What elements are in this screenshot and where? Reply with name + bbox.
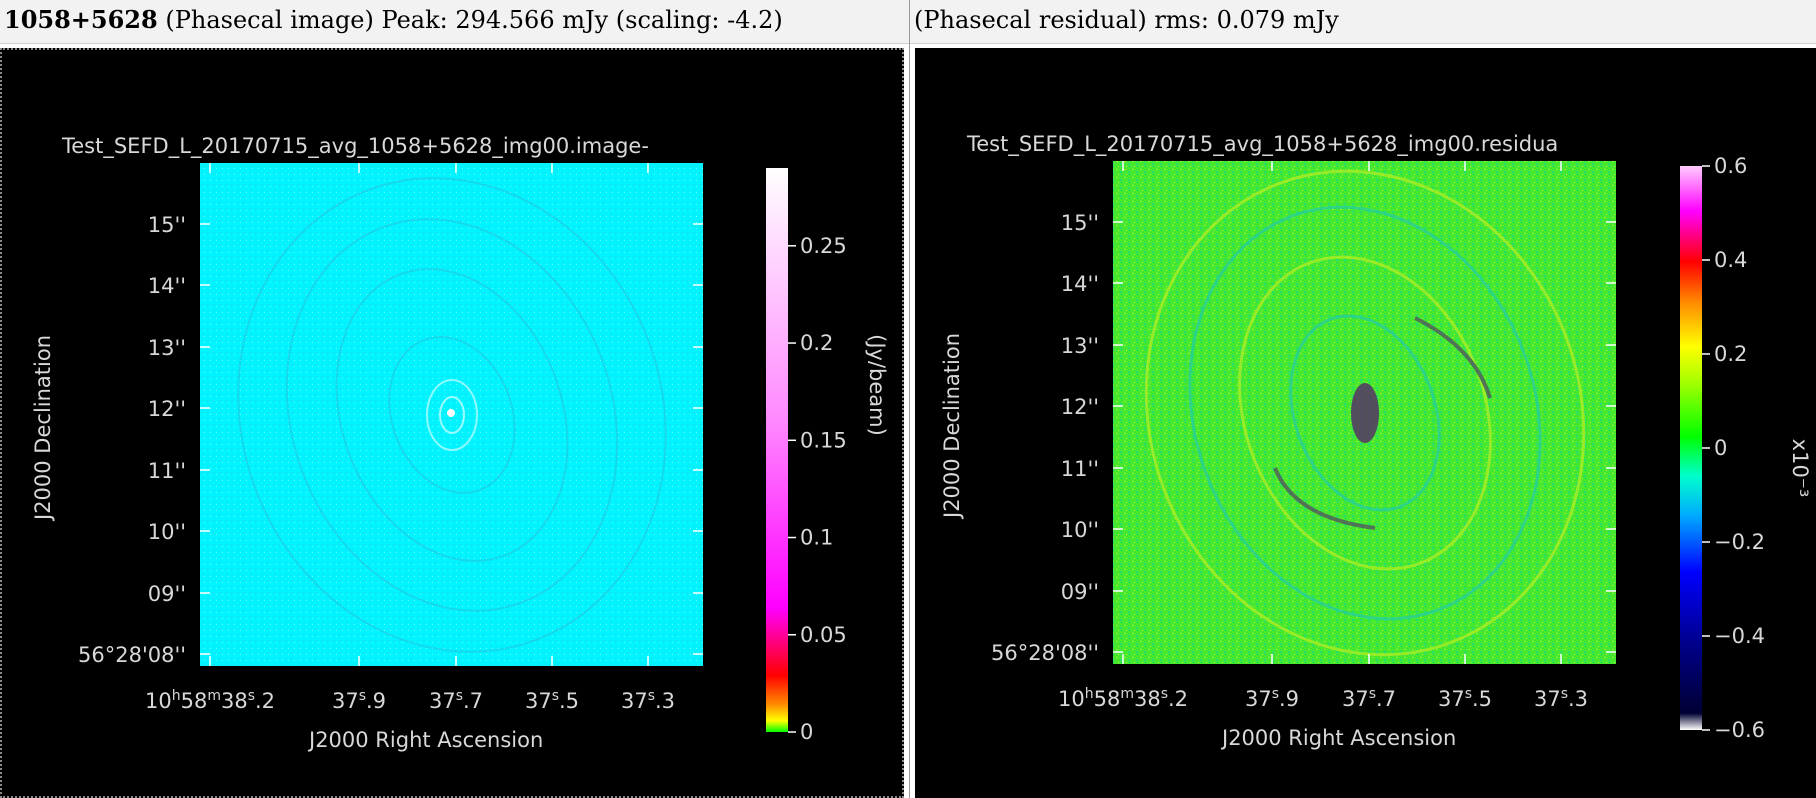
dec-tick-label: 15'' [148, 213, 186, 237]
colorbar-tick-label: 0.05 [800, 623, 847, 647]
phasecal-residual-plot: Test_SEFD_L_20170715_avg_1058+5628_img00… [940, 132, 1812, 750]
ra-tick-label: 10h58m38s.2 [1058, 686, 1188, 711]
ra-tick-label: 37s.5 [1438, 686, 1492, 711]
dec-tick-label: 15'' [1061, 211, 1099, 235]
ra-axis: 10h58m38s.2 37s.9 37s.7 37s.5 37s.3 [1058, 161, 1588, 711]
dec-tick-label: 56°28'08'' [991, 641, 1099, 665]
right-header-text: (Phasecal residual) rms: 0.079 mJy [914, 6, 1339, 34]
dec-tick-label: 13'' [1061, 334, 1099, 358]
residual-xlabel: J2000 Right Ascension [1220, 726, 1456, 750]
image-colorbar-label: (Jy/beam) [865, 334, 889, 436]
source-peak [447, 409, 455, 417]
residual-ylabel: J2000 Declination [940, 333, 964, 520]
ra-axis: 10h58m38s.2 37s.9 37s.7 37s.5 37s.3 [145, 163, 675, 713]
image-title: Test_SEFD_L_20170715_avg_1058+5628_img00… [61, 134, 649, 159]
dec-tick-label: 13'' [148, 336, 186, 360]
image-xlabel: J2000 Right Ascension [307, 728, 543, 752]
dec-tick-label: 12'' [1061, 395, 1099, 419]
ra-tick-label: 37s.7 [1342, 686, 1396, 711]
phasecal-residual-panel: Test_SEFD_L_20170715_avg_1058+5628_img00… [915, 48, 1816, 798]
image-colorbar [766, 168, 788, 732]
dec-tick-label: 09'' [148, 582, 186, 606]
dec-axis: 15'' 14'' 13'' 12'' 11'' 10'' 09'' 56°28'08'' [991, 211, 1616, 665]
colorbar-tick-label: 0.15 [800, 428, 847, 452]
colorbar-tick-label: 0.4 [1714, 248, 1747, 272]
residual-center [1351, 383, 1379, 443]
image-fringes [237, 177, 667, 653]
ra-tick-label: 37s.7 [429, 688, 483, 713]
dec-tick-label: 11'' [1061, 457, 1099, 481]
right-panel-header: (Phasecal residual) rms: 0.079 mJy [910, 0, 1816, 44]
phasecal-image-plot: Test_SEFD_L_20170715_avg_1058+5628_img00… [31, 134, 889, 752]
dec-tick-label: 12'' [148, 397, 186, 421]
colorbar-tick-label: 0.1 [800, 526, 833, 550]
residual-colorbar-ticks: 0.6 0.4 0.2 0 −0.2 −0.4 −0.6 [1702, 154, 1765, 742]
dec-axis: 15'' 14'' 13'' 12'' 11'' 10'' 09'' 56°28'08'' [78, 213, 703, 667]
dec-tick-label: 09'' [1061, 580, 1099, 604]
colorbar-tick-label: 0.2 [1714, 342, 1747, 366]
source-name: 1058+5628 [4, 5, 158, 34]
colorbar-tick-label: 0.2 [800, 331, 833, 355]
ra-tick-label: 37s.3 [1534, 686, 1588, 711]
colorbar-tick-label: −0.2 [1714, 530, 1765, 554]
colorbar-tick-label: 0.6 [1714, 154, 1747, 178]
ra-tick-label: 37s.9 [332, 688, 386, 713]
left-panel-header: 1058+5628 (Phasecal image) Peak: 294.566… [0, 0, 909, 44]
colorbar-tick-label: −0.6 [1714, 718, 1765, 742]
colorbar-tick-label: 0.25 [800, 234, 847, 258]
ra-tick-label: 37s.9 [1245, 686, 1299, 711]
dec-tick-label: 10'' [148, 520, 186, 544]
residual-title: Test_SEFD_L_20170715_avg_1058+5628_img00… [966, 132, 1558, 157]
residual-colorbar-label: x10⁻³ [1788, 439, 1812, 498]
colorbar-tick-label: 0 [1714, 436, 1727, 460]
colorbar-tick-label: 0 [800, 720, 813, 744]
ra-tick-label: 10h58m38s.2 [145, 688, 275, 713]
dec-tick-label: 10'' [1061, 518, 1099, 542]
ra-tick-label: 37s.3 [621, 688, 675, 713]
dec-tick-label: 56°28'08'' [78, 643, 186, 667]
residual-colorbar [1680, 166, 1702, 730]
colorbar-tick-label: −0.4 [1714, 624, 1765, 648]
phasecal-image-panel: Test_SEFD_L_20170715_avg_1058+5628_img00… [0, 48, 904, 798]
dec-tick-label: 11'' [148, 459, 186, 483]
residual-fringes [1144, 169, 1586, 657]
panel-divider[interactable] [909, 0, 910, 798]
image-ylabel: J2000 Declination [31, 335, 55, 522]
image-colorbar-ticks: 0.25 0.2 0.15 0.1 0.05 0 [788, 234, 847, 744]
left-header-text: (Phasecal image) Peak: 294.566 mJy (scal… [165, 6, 783, 34]
dec-tick-label: 14'' [1061, 272, 1099, 296]
ra-tick-label: 37s.5 [525, 688, 579, 713]
dec-tick-label: 14'' [148, 274, 186, 298]
